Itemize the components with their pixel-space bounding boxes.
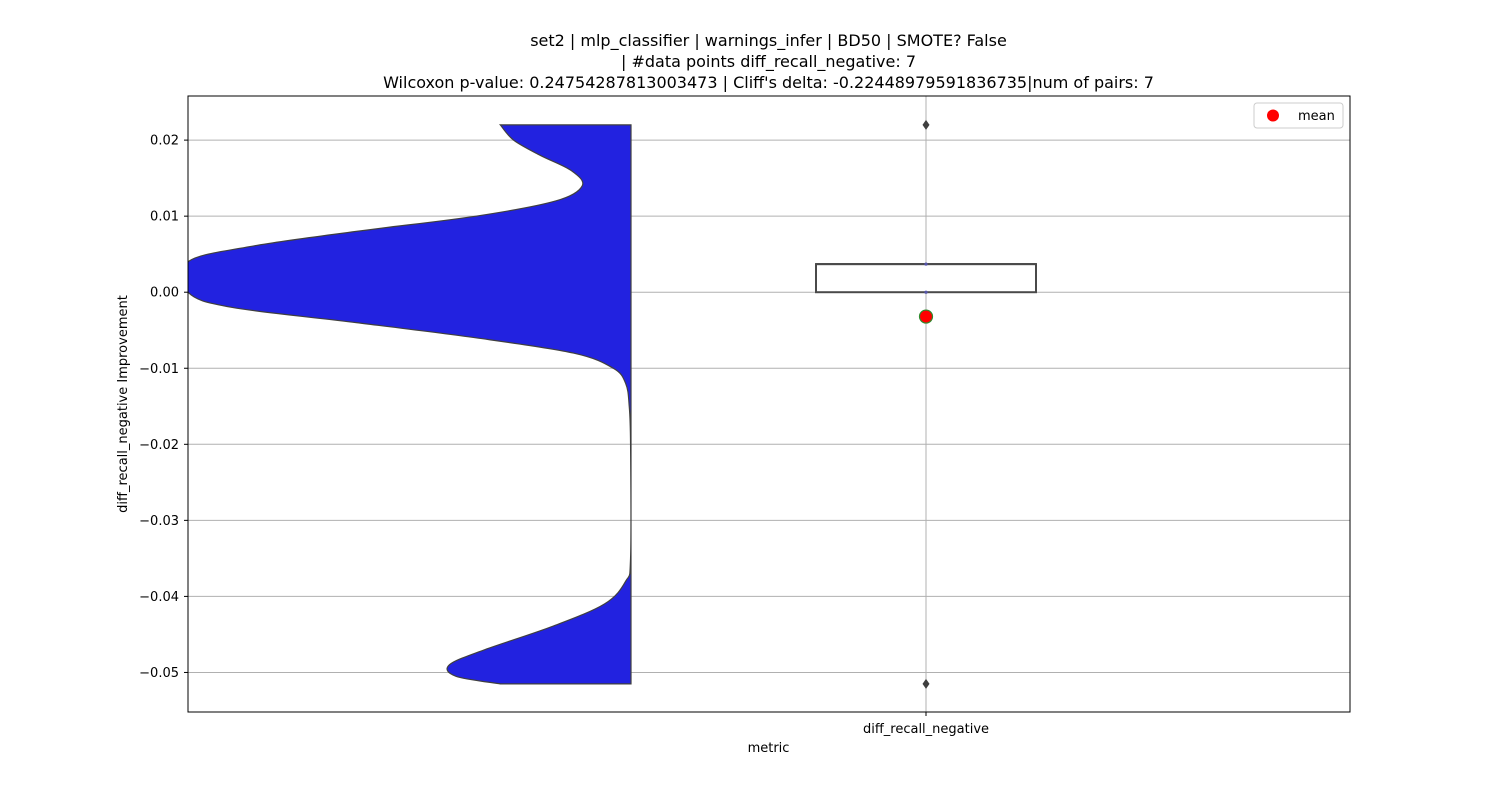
box (815, 263, 1037, 294)
x-axis-ticks: diff_recall_negative (863, 712, 989, 737)
y-tick-label: −0.03 (139, 514, 179, 529)
gridlines (188, 96, 1350, 712)
y-tick-label: −0.01 (139, 362, 179, 377)
boxplot (815, 119, 1037, 689)
title-line-2: | #data points diff_recall_negative: 7 (621, 52, 916, 72)
y-axis-label: diff_recall_negative Improvement (116, 295, 131, 513)
outlier-marker (922, 678, 930, 689)
violin-body (188, 124, 632, 685)
y-tick-label: 0.00 (150, 286, 179, 301)
plot-area-frame (187, 95, 1351, 713)
x-axis-label: metric (748, 741, 790, 756)
x-tick-label: diff_recall_negative (863, 722, 989, 737)
y-tick-label: −0.04 (139, 590, 179, 605)
box-point (924, 262, 928, 266)
title-line-3: Wilcoxon p-value: 0.24754287813003473 | … (383, 73, 1154, 92)
violin (188, 124, 632, 685)
title-line-1: set2 | mlp_classifier | warnings_infer |… (530, 31, 1007, 51)
y-axis-ticks: 0.02 0.01 0.00 −0.01 −0.02 −0.03 −0.04 −0.05 (139, 134, 188, 681)
y-tick-label: 0.02 (150, 134, 179, 149)
mean-marker (918, 309, 934, 324)
y-tick-label: −0.05 (139, 666, 179, 681)
chart-title: set2 | mlp_classifier | warnings_infer |… (383, 31, 1154, 92)
box-point (924, 290, 928, 294)
legend: mean (1253, 102, 1344, 129)
y-tick-label: −0.02 (139, 438, 179, 453)
y-tick-label: 0.01 (150, 210, 179, 225)
legend-marker (1267, 109, 1279, 122)
legend-label: mean (1298, 109, 1335, 124)
outlier-marker (922, 119, 930, 130)
legend-box (1253, 102, 1344, 129)
